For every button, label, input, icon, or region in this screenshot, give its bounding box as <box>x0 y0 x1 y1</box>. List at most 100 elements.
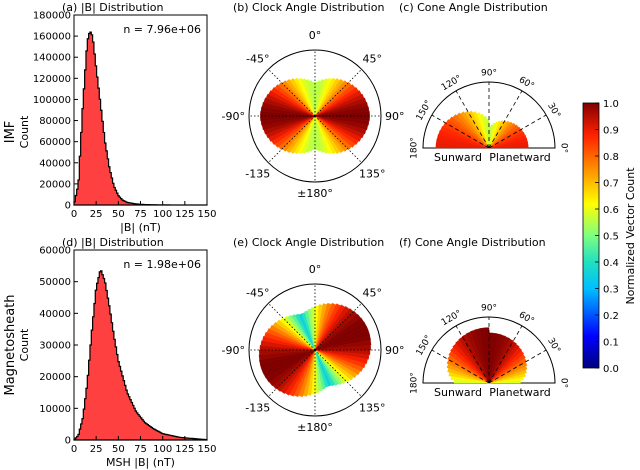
histogram-d: 0 25 50 75 100 125 150 0 10000 20000 30000 40000 500… <box>39 246 216 470</box>
polar-wedge <box>314 115 337 155</box>
polar-wedge <box>314 340 372 351</box>
y-tick-label: 20000 <box>39 372 71 383</box>
x-tick-label: 125 <box>175 444 194 455</box>
angle-label: -90° <box>222 110 245 123</box>
colorbar-tick-label: 0.6 <box>603 205 619 216</box>
y-tick-label: 120000 <box>33 74 71 85</box>
title-a: (a) |B| Distribution <box>62 1 163 14</box>
angle-label: 45° <box>363 287 383 300</box>
y-tick-label: 100000 <box>33 95 71 106</box>
polar-spoke <box>314 115 362 163</box>
polar-wedge <box>314 115 329 154</box>
polar-wedge <box>314 115 356 148</box>
polar-wedge <box>314 335 371 351</box>
cone-wedge <box>488 124 519 149</box>
polar-wedge <box>301 78 316 117</box>
cone-wedge <box>450 347 490 384</box>
cone-angle-label: 0° <box>559 378 569 388</box>
polar-wedge <box>291 314 316 351</box>
polar-wedge <box>287 314 316 351</box>
x-tick-label: 75 <box>134 444 147 455</box>
planetward-label: Planetward <box>489 386 551 399</box>
x-tick-label: 150 <box>197 209 216 220</box>
polar-wedge <box>314 349 336 387</box>
y-tick-label: 140000 <box>33 53 71 64</box>
cone-wedge <box>448 351 490 384</box>
planetward-label: Planetward <box>489 151 551 164</box>
cone-spoke <box>488 90 523 149</box>
angle-label: -135 <box>245 167 270 180</box>
y-tick-label: 80000 <box>39 116 71 127</box>
polar-wedge <box>293 77 316 117</box>
cone-wedge <box>461 334 490 384</box>
colorbar-tick-label: 0.7 <box>603 179 619 190</box>
y-tick-label: 20000 <box>39 179 71 190</box>
x-tick-label: 150 <box>197 444 216 455</box>
polar-spoke <box>268 349 316 397</box>
cone-wedge <box>446 359 490 384</box>
angle-label: 135° <box>359 167 386 180</box>
angle-label: ±180° <box>297 187 333 200</box>
polar-wedge <box>283 315 316 351</box>
cone-spoke <box>488 325 523 384</box>
cone-wedge <box>488 122 496 149</box>
polar-wedge <box>269 324 316 351</box>
cone-wedge <box>452 343 490 384</box>
cone-angle-label: 90° <box>481 69 497 79</box>
cone-wedge <box>488 122 517 149</box>
polar-wedge <box>314 115 362 142</box>
colorbar: 0.0 0.1 0.2 0.3 0.4 0.5 0.6 0.7 0.8 0.9 1.0 Normal… <box>582 99 637 375</box>
y-tick-label: 60000 <box>39 246 71 257</box>
histogram-bars <box>73 31 208 206</box>
cone-wedge <box>488 121 499 149</box>
x-tick-label: 0 <box>71 444 77 455</box>
y-tick-label: 40000 <box>39 309 71 320</box>
polar-wedge <box>311 81 316 117</box>
cone-angle-label: 90° <box>481 304 497 314</box>
polar-spoke <box>314 69 362 117</box>
polar-wedge <box>285 78 316 117</box>
polar-spoke <box>268 69 316 117</box>
angle-label: -135 <box>245 401 270 414</box>
polar-wedge <box>278 81 316 117</box>
cone-wedge <box>488 124 494 149</box>
polar-wedge <box>314 115 333 155</box>
cone-wedge <box>447 368 490 384</box>
polar-wedge <box>314 349 358 379</box>
y-tick-label: 180000 <box>33 11 71 22</box>
polar-wedge <box>276 319 316 351</box>
polar-wedge <box>314 349 354 381</box>
cone-spoke <box>431 114 490 149</box>
angle-label: 0° <box>309 263 322 276</box>
cone-wedge <box>488 121 514 149</box>
cone-angle-label: 180° <box>410 372 420 394</box>
cone-wedge <box>453 379 490 384</box>
colorbar-tick-label: 0.2 <box>603 311 619 322</box>
polar-wedge <box>314 115 352 151</box>
colorbar-tick-label: 0.0 <box>603 364 619 375</box>
x-tick-label: 100 <box>153 209 172 220</box>
y-tick-label: 160000 <box>33 32 71 43</box>
polar-wedge <box>259 349 316 365</box>
cone-wedge <box>488 120 502 149</box>
angle-label: 90° <box>385 110 405 123</box>
y-tick-label: 10000 <box>39 404 71 415</box>
clock-angle-polar-b: 0° 45° 90° 135° ±180° -135 -90° -45° <box>222 29 405 200</box>
angle-label: -45° <box>246 287 269 300</box>
polar-wedge <box>314 115 341 154</box>
cone-wedge <box>435 143 490 149</box>
polar-wedge <box>259 349 316 356</box>
polar-wedge <box>274 84 316 117</box>
row-label-imf-count: Count <box>18 115 31 148</box>
title-c: (c) Cone Angle Distribution <box>399 1 548 14</box>
title-d: (d) |B| Distribution <box>62 236 164 249</box>
colorbar-tick-label: 1.0 <box>603 99 619 110</box>
histogram-bars <box>73 270 208 441</box>
polar-wedge <box>314 349 343 386</box>
polar-spoke <box>268 115 316 163</box>
polar-wedge <box>268 90 316 117</box>
x-tick-label: 50 <box>112 444 125 455</box>
y-tick-label: 60000 <box>39 137 71 148</box>
polar-wedge <box>272 321 316 351</box>
